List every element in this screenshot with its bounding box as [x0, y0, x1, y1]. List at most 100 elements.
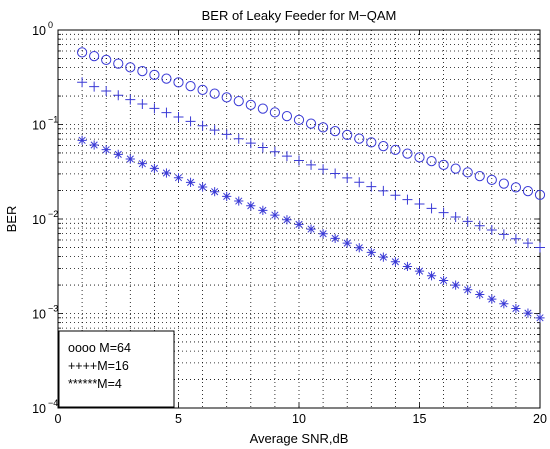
data-point-plus	[354, 177, 365, 188]
data-point-star	[342, 238, 352, 248]
data-point-circle	[197, 84, 208, 95]
data-point-plus	[366, 181, 377, 192]
data-point-plus	[113, 90, 124, 101]
legend-box	[58, 330, 175, 408]
data-point-plus	[294, 155, 304, 166]
y-tick-label: 10	[32, 308, 46, 322]
data-series	[77, 47, 546, 323]
data-point-star	[270, 210, 280, 220]
data-point-star	[511, 303, 521, 314]
data-point-star	[282, 215, 292, 225]
data-point-star	[234, 196, 244, 206]
data-point-plus	[378, 185, 389, 196]
data-point-star	[426, 271, 437, 281]
data-point-circle	[462, 167, 473, 178]
data-point-circle	[293, 114, 305, 125]
y-tick-exponent: −4	[48, 398, 58, 408]
data-point-plus	[281, 151, 292, 162]
data-point-plus	[318, 164, 329, 175]
data-point-star	[402, 261, 413, 272]
y-tick-label: 10	[32, 119, 46, 133]
data-point-circle	[101, 54, 112, 65]
data-point-star	[318, 229, 328, 239]
data-point-circle	[378, 141, 389, 152]
data-point-plus	[149, 103, 160, 114]
data-point-star	[89, 140, 99, 150]
data-point-star	[113, 149, 123, 159]
data-point-plus	[245, 138, 256, 149]
chart-title: BER of Leaky Feeder for M−QAM	[202, 8, 397, 23]
data-point-star	[475, 289, 485, 300]
data-point-circle	[209, 88, 220, 99]
data-point-circle	[354, 133, 365, 144]
data-point-circle	[486, 174, 497, 185]
data-point-circle	[450, 163, 461, 174]
data-point-plus	[426, 203, 437, 214]
data-point-circle	[269, 107, 280, 118]
data-point-star	[137, 159, 147, 169]
data-point-circle	[438, 159, 449, 170]
data-point-star	[499, 299, 509, 309]
data-point-star	[463, 285, 473, 295]
data-point-circle	[113, 58, 124, 69]
data-point-plus	[209, 125, 220, 136]
data-point-plus	[486, 225, 497, 236]
legend-entry-m4: ******M=4	[68, 377, 122, 391]
data-point-star	[487, 294, 497, 304]
data-point-star	[390, 257, 400, 267]
y-tick-exponent: −1	[48, 115, 58, 125]
data-point-plus	[197, 120, 208, 131]
data-point-star	[330, 233, 340, 244]
data-point-circle	[137, 66, 148, 77]
data-point-circle	[426, 156, 437, 167]
y-tick-label: 10	[32, 24, 46, 38]
data-point-circle	[281, 111, 293, 122]
data-point-plus	[77, 77, 88, 88]
data-point-circle	[366, 137, 377, 148]
data-point-plus	[89, 81, 100, 92]
data-point-circle	[221, 92, 232, 103]
data-point-plus	[173, 112, 184, 123]
data-point-circle	[125, 62, 136, 73]
x-axis-label: Average SNR,dB	[250, 431, 349, 446]
data-point-star	[149, 163, 159, 173]
data-point-plus	[438, 207, 449, 218]
x-tick-label: 5	[175, 412, 182, 426]
data-point-star	[523, 308, 533, 318]
data-point-plus	[137, 98, 148, 109]
data-point-circle	[318, 122, 329, 133]
y-tick-exponent: 0	[48, 20, 53, 30]
data-point-circle	[185, 81, 196, 92]
data-point-circle	[149, 69, 160, 80]
data-point-plus	[233, 133, 244, 144]
data-point-plus	[161, 107, 172, 118]
data-point-circle	[342, 129, 353, 140]
data-point-circle	[89, 51, 100, 62]
data-point-star	[294, 219, 304, 230]
legend-entry-m64: oooo M=64	[68, 341, 131, 355]
data-point-star	[125, 154, 135, 164]
x-tick-label: 0	[55, 412, 62, 426]
data-point-circle	[233, 96, 244, 107]
y-tick-label: 10	[32, 402, 46, 416]
data-point-circle	[510, 182, 522, 193]
data-point-plus	[390, 190, 401, 201]
data-point-plus	[257, 142, 268, 153]
data-point-star	[535, 313, 545, 323]
data-point-plus	[330, 168, 341, 179]
data-point-plus	[342, 172, 353, 183]
data-point-circle	[498, 178, 509, 189]
data-point-circle	[522, 186, 534, 197]
data-point-plus	[462, 216, 473, 227]
data-point-star	[101, 145, 111, 155]
data-point-plus	[125, 94, 136, 105]
data-point-plus	[474, 220, 485, 231]
data-point-star	[246, 201, 256, 211]
y-axis-label: BER	[4, 206, 19, 233]
series-1	[77, 47, 546, 200]
data-point-circle	[390, 144, 401, 155]
data-point-star	[173, 173, 184, 183]
data-point-plus	[414, 198, 425, 209]
x-tick-label: 20	[533, 412, 547, 426]
